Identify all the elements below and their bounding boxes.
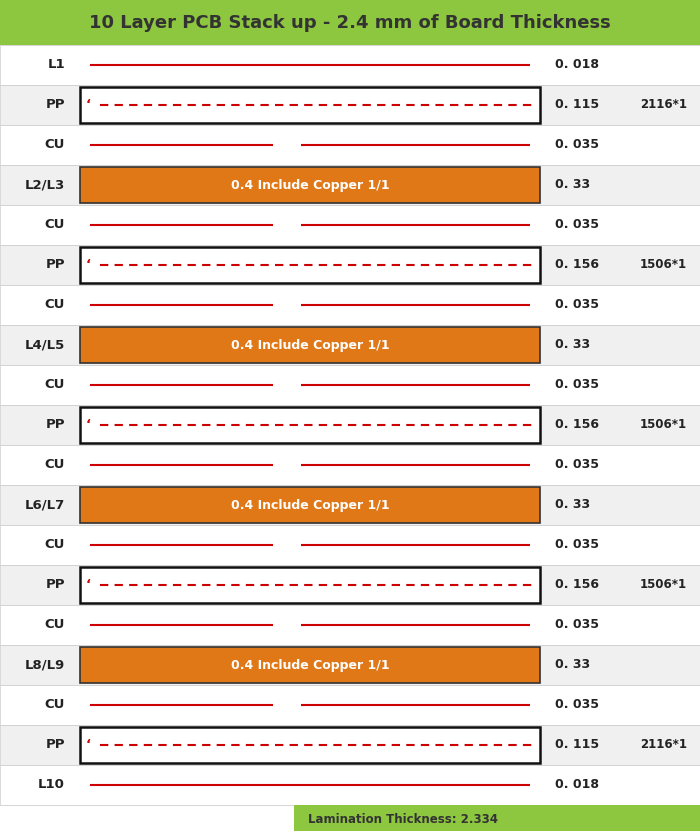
Text: 0. 156: 0. 156: [555, 419, 599, 431]
Bar: [80, 167, 540, 203]
Text: 0. 33: 0. 33: [555, 179, 590, 191]
Text: PP: PP: [46, 258, 65, 272]
Text: 0.4 Include Copper 1/1: 0.4 Include Copper 1/1: [231, 658, 389, 671]
Bar: [0, 765, 700, 805]
Text: 0. 035: 0. 035: [555, 378, 599, 391]
Bar: [0, 685, 700, 725]
Bar: [0, 125, 700, 165]
Text: 0. 035: 0. 035: [555, 459, 599, 471]
Text: 0. 035: 0. 035: [555, 219, 599, 232]
Text: ‘: ‘: [86, 418, 91, 432]
Text: CU: CU: [45, 618, 65, 632]
Bar: [80, 487, 540, 523]
Bar: [0, 245, 700, 285]
Text: 0. 035: 0. 035: [555, 538, 599, 552]
Bar: [0, 365, 700, 405]
Text: 0.4 Include Copper 1/1: 0.4 Include Copper 1/1: [231, 179, 389, 191]
Text: 0. 156: 0. 156: [555, 578, 599, 592]
Text: 0. 33: 0. 33: [555, 338, 590, 352]
Bar: [0, 165, 700, 205]
Text: ‘: ‘: [86, 578, 91, 592]
Text: L4/L5: L4/L5: [25, 338, 65, 352]
Text: 0.4 Include Copper 1/1: 0.4 Include Copper 1/1: [231, 338, 389, 352]
Bar: [0, 45, 700, 85]
Bar: [0, 85, 700, 125]
Text: 0.4 Include Copper 1/1: 0.4 Include Copper 1/1: [231, 499, 389, 512]
Bar: [0, 325, 700, 365]
Text: 1506*1: 1506*1: [640, 578, 687, 592]
Bar: [0, 285, 700, 325]
Text: 0. 035: 0. 035: [555, 618, 599, 632]
Bar: [294, 805, 700, 831]
Text: ‘: ‘: [86, 738, 91, 752]
Text: 0. 035: 0. 035: [555, 699, 599, 711]
Text: 0. 035: 0. 035: [555, 139, 599, 151]
Bar: [80, 647, 540, 683]
Bar: [80, 407, 540, 443]
Text: PP: PP: [46, 419, 65, 431]
Bar: [80, 247, 540, 283]
Bar: [0, 205, 700, 245]
Bar: [0, 405, 700, 445]
Text: 10 Layer PCB Stack up - 2.4 mm of Board Thickness: 10 Layer PCB Stack up - 2.4 mm of Board …: [89, 13, 611, 32]
Text: 1506*1: 1506*1: [640, 258, 687, 272]
Text: PP: PP: [46, 99, 65, 111]
Text: PP: PP: [46, 578, 65, 592]
Text: L6/L7: L6/L7: [25, 499, 65, 512]
Bar: [0, 0, 700, 45]
Text: CU: CU: [45, 538, 65, 552]
Text: 2116*1: 2116*1: [640, 99, 687, 111]
Text: CU: CU: [45, 298, 65, 312]
Text: ‘: ‘: [86, 258, 91, 272]
Bar: [80, 327, 540, 363]
Bar: [0, 565, 700, 605]
Text: ‘: ‘: [86, 98, 91, 112]
Text: L8/L9: L8/L9: [25, 658, 65, 671]
Text: L2/L3: L2/L3: [25, 179, 65, 191]
Text: CU: CU: [45, 139, 65, 151]
Bar: [0, 485, 700, 525]
Text: CU: CU: [45, 378, 65, 391]
Text: Lamination Thickness: 2.334: Lamination Thickness: 2.334: [308, 813, 498, 826]
Text: 0. 018: 0. 018: [555, 779, 599, 791]
Text: 0. 33: 0. 33: [555, 658, 590, 671]
Bar: [0, 725, 700, 765]
Text: L1: L1: [48, 58, 65, 71]
Text: CU: CU: [45, 459, 65, 471]
Bar: [80, 567, 540, 603]
Text: 0. 33: 0. 33: [555, 499, 590, 512]
Text: 0. 115: 0. 115: [555, 99, 599, 111]
Text: 1506*1: 1506*1: [640, 419, 687, 431]
Text: CU: CU: [45, 219, 65, 232]
Text: 0. 115: 0. 115: [555, 739, 599, 751]
Text: L10: L10: [38, 779, 65, 791]
Bar: [0, 645, 700, 685]
Bar: [80, 87, 540, 123]
Bar: [0, 445, 700, 485]
Bar: [0, 605, 700, 645]
Text: 0. 156: 0. 156: [555, 258, 599, 272]
Text: 2116*1: 2116*1: [640, 739, 687, 751]
Text: 0. 018: 0. 018: [555, 58, 599, 71]
Bar: [80, 727, 540, 763]
Text: PP: PP: [46, 739, 65, 751]
Bar: [0, 525, 700, 565]
Text: 0. 035: 0. 035: [555, 298, 599, 312]
Text: CU: CU: [45, 699, 65, 711]
